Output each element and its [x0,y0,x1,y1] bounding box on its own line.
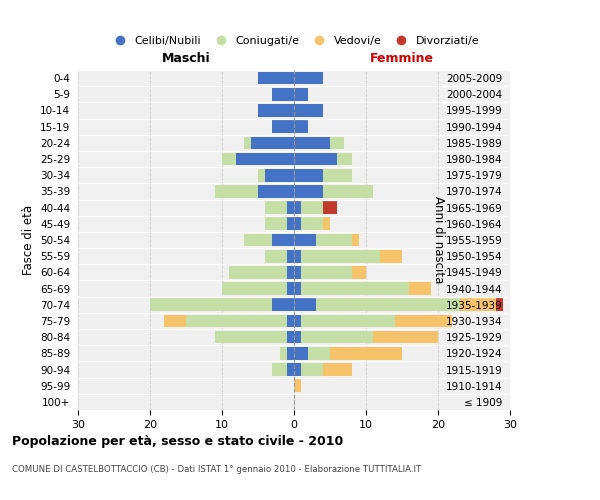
Bar [373,331,438,344]
Bar [222,152,236,166]
Bar [294,152,337,166]
Bar [294,250,301,262]
Bar [287,347,294,360]
Bar [323,185,373,198]
Bar [352,234,359,246]
Bar [323,218,330,230]
Bar [222,282,287,295]
Bar [258,169,265,181]
Bar [272,88,294,101]
Bar [301,250,380,262]
Bar [294,298,316,311]
Bar [287,314,294,328]
Text: Maschi: Maschi [161,52,211,65]
Bar [265,218,287,230]
Bar [294,202,301,214]
Bar [244,136,251,149]
Bar [287,363,294,376]
Bar [265,169,294,181]
Bar [301,218,323,230]
Y-axis label: Anni di nascita: Anni di nascita [432,196,445,284]
Bar [164,314,186,328]
Bar [330,136,344,149]
Bar [323,202,337,214]
Legend: Celibi/Nubili, Coniugati/e, Vedovi/e, Divorziati/e: Celibi/Nubili, Coniugati/e, Vedovi/e, Di… [104,32,484,50]
Bar [258,185,294,198]
Bar [380,250,402,262]
Bar [258,104,294,117]
Bar [236,152,294,166]
Y-axis label: Fasce di età: Fasce di età [22,205,35,275]
Bar [294,363,301,376]
Bar [150,298,272,311]
Bar [301,363,323,376]
Bar [229,266,287,278]
Bar [323,363,352,376]
Bar [265,250,287,262]
Bar [301,282,409,295]
Bar [294,234,316,246]
Bar [294,72,323,85]
Bar [287,282,294,295]
Bar [323,169,352,181]
Bar [316,298,460,311]
Bar [294,218,301,230]
Bar [294,331,301,344]
Bar [287,218,294,230]
Bar [287,331,294,344]
Bar [294,282,301,295]
Bar [251,136,294,149]
Bar [294,88,308,101]
Bar [316,234,352,246]
Bar [496,298,503,311]
Bar [294,380,301,392]
Text: COMUNE DI CASTELBOTTACCIO (CB) - Dati ISTAT 1° gennaio 2010 - Elaborazione TUTTI: COMUNE DI CASTELBOTTACCIO (CB) - Dati IS… [12,465,421,474]
Bar [337,152,352,166]
Bar [294,185,323,198]
Bar [330,347,402,360]
Bar [294,266,301,278]
Bar [287,266,294,278]
Bar [215,331,287,344]
Bar [301,202,323,214]
Bar [287,250,294,262]
Bar [287,202,294,214]
Bar [294,314,301,328]
Bar [272,234,294,246]
Bar [308,347,330,360]
Bar [301,314,395,328]
Bar [294,120,308,133]
Bar [352,266,366,278]
Text: Popolazione per età, sesso e stato civile - 2010: Popolazione per età, sesso e stato civil… [12,435,343,448]
Bar [294,136,330,149]
Bar [409,282,431,295]
Bar [244,234,272,246]
Bar [294,169,323,181]
Bar [301,331,373,344]
Bar [186,314,287,328]
Bar [272,298,294,311]
Bar [294,104,323,117]
Bar [294,347,308,360]
Bar [215,185,258,198]
Bar [272,363,287,376]
Bar [301,266,352,278]
Bar [265,202,287,214]
Bar [280,347,287,360]
Text: Femmine: Femmine [370,52,434,65]
Bar [395,314,452,328]
Bar [460,298,496,311]
Bar [258,72,294,85]
Bar [272,120,294,133]
